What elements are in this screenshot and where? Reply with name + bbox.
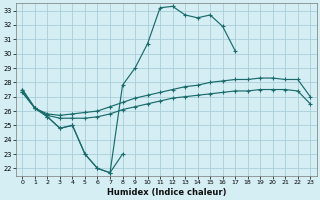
X-axis label: Humidex (Indice chaleur): Humidex (Indice chaleur) [107, 188, 226, 197]
